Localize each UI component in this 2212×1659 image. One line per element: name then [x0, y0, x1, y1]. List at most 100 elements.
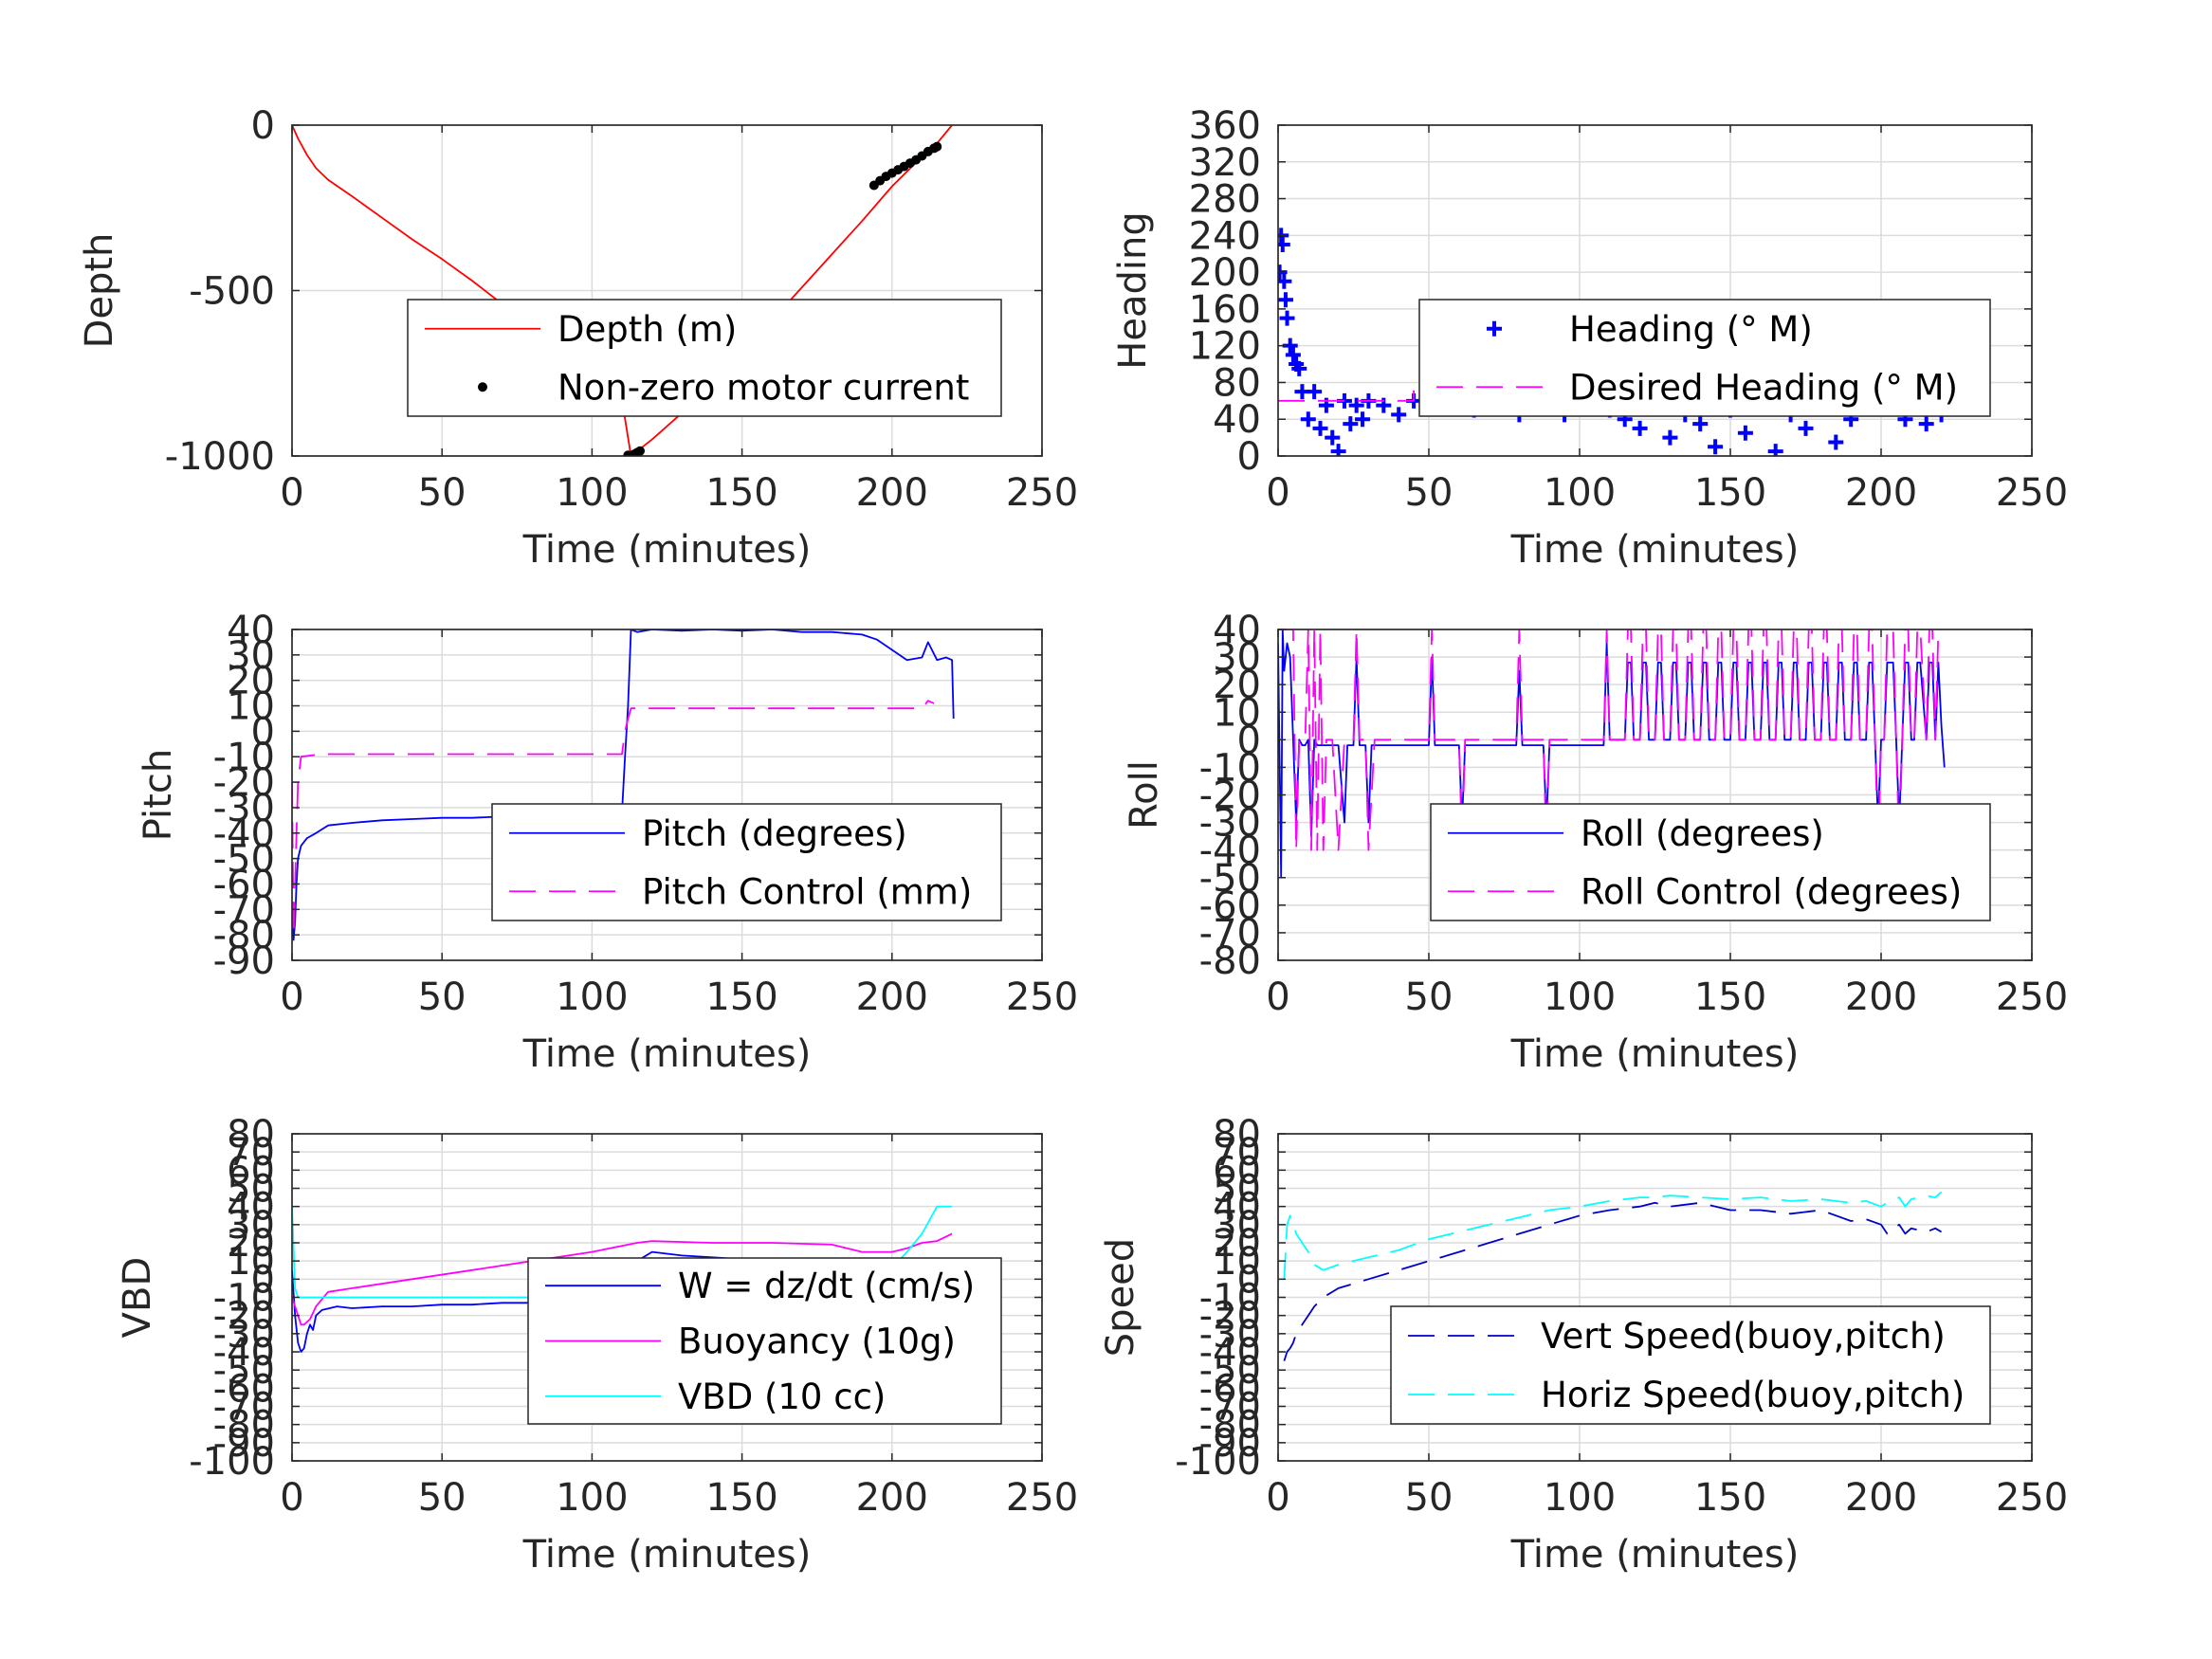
legend-label: Roll Control (degrees) — [1581, 871, 1962, 912]
y-tick-label: -70 — [1199, 912, 1261, 956]
y-tick-label: -10 — [1199, 1277, 1261, 1321]
y-tick-label: -80 — [213, 1404, 275, 1448]
data-point — [1325, 429, 1341, 446]
data-point — [1767, 444, 1783, 456]
x-tick-label: 150 — [1694, 471, 1766, 515]
y-tick-label: -100 — [1175, 1440, 1261, 1484]
legend: Roll (degrees) Roll Control (degrees) — [1430, 803, 1991, 921]
legend-label: VBD (10 cc) — [678, 1376, 886, 1417]
y-axis-label: Heading — [1111, 211, 1155, 369]
y-tick-label: 20 — [1213, 1222, 1261, 1266]
y-axis-label: VBD — [116, 1257, 159, 1339]
chart-vbd: 0 50 100 150 200 250-100-90-80-70-60-50-40-30… — [116, 1113, 1078, 1577]
y-tick-label: -30 — [1199, 1313, 1261, 1357]
legend-entry: Roll (degrees) — [1448, 813, 1824, 854]
x-axis-label: Time (minutes) — [522, 1533, 812, 1577]
series-line — [1283, 1191, 1943, 1280]
y-tick-label: -40 — [1199, 1331, 1261, 1375]
data-point — [1391, 407, 1407, 423]
y-tick-label: 20 — [227, 1222, 275, 1266]
x-axis: 0 50 100 150 200 250 — [1266, 125, 2068, 515]
legend: Depth (m) Non-zero motor current — [407, 299, 1002, 417]
y-tick-label: 10 — [227, 685, 275, 729]
y-tick-label: -50 — [1199, 1349, 1261, 1393]
y-tick-label: -70 — [213, 888, 275, 932]
x-axis: 0 50 100 150 200 250 — [280, 1134, 1078, 1520]
y-tick-label: -40 — [213, 1331, 275, 1375]
y-tick-label: 30 — [227, 1204, 275, 1248]
y-tick-label: 60 — [227, 1149, 275, 1193]
y-tick-label: -80 — [213, 914, 275, 957]
x-tick-label: 50 — [418, 471, 466, 515]
plot-frame — [291, 629, 1043, 961]
x-tick-label: 0 — [1266, 1476, 1289, 1520]
y-tick-label: 20 — [227, 660, 275, 703]
y-tick-label: -80 — [1199, 1404, 1261, 1448]
data-point — [1798, 420, 1814, 436]
legend-box — [491, 803, 1002, 921]
y-tick-label: -500 — [189, 270, 275, 314]
series-line — [292, 1232, 953, 1326]
series-speed-1 — [1283, 1191, 1943, 1280]
y-tick-label: 30 — [1213, 636, 1261, 680]
y-tick-label: 40 — [1213, 1186, 1261, 1230]
x-tick-label: 200 — [856, 975, 928, 1019]
y-tick-label: 40 — [1213, 609, 1261, 652]
legend-label: Non-zero motor current — [558, 367, 969, 408]
x-tick-label: 50 — [1405, 1476, 1453, 1520]
legend-entry: VBD (10 cc) — [545, 1376, 886, 1417]
y-tick-label: -40 — [213, 812, 275, 856]
series-group — [1278, 629, 1946, 879]
series-group — [1283, 1191, 1943, 1361]
x-axis: 0 50 100 150 200 250 — [280, 629, 1078, 1019]
y-tick-label: 10 — [227, 1240, 275, 1284]
x-axis-label: Time (minutes) — [1510, 1032, 1800, 1076]
x-tick-label: 100 — [556, 471, 628, 515]
chart-speed: 0 50 100 150 200 250-100-90-80-70-60-50-40-30… — [1099, 1113, 2068, 1577]
y-tick-label: 320 — [1189, 141, 1261, 185]
chart-depth: 0 50 100 150 200 250 -1000 -500 0 Time (minutes) D… — [78, 104, 1078, 572]
y-tick-label: 10 — [1213, 691, 1261, 735]
x-tick-label: 200 — [856, 1476, 928, 1520]
data-point — [1278, 237, 1290, 253]
y-tick-label: 60 — [1213, 1149, 1261, 1193]
y-tick-label: 40 — [227, 609, 275, 652]
legend-label: Vert Speed(buoy,pitch) — [1541, 1316, 1946, 1357]
x-tick-label: 250 — [1996, 1476, 2068, 1520]
legend-box — [1390, 1305, 1991, 1425]
y-tick-label: 360 — [1189, 104, 1261, 148]
x-tick-label: 100 — [556, 975, 628, 1019]
legend-entry: Roll Control (degrees) — [1448, 871, 1962, 912]
series-line — [292, 700, 935, 937]
data-point — [1278, 273, 1292, 289]
y-tick-label: 0 — [1237, 435, 1261, 479]
y-tick-label: 200 — [1189, 251, 1261, 295]
chart-pitch: 0 50 100 150 200 250-90-80-70-60-50-40-30-20-… — [137, 609, 1078, 1076]
x-tick-label: 50 — [418, 975, 466, 1019]
legend-entry: W = dz/dt (cm/s) — [545, 1266, 975, 1306]
legend-label: Horiz Speed(buoy,pitch) — [1541, 1375, 1965, 1415]
series-group — [292, 629, 955, 941]
y-tick-label: 80 — [227, 1113, 275, 1157]
y-axis-label: Pitch — [137, 749, 180, 841]
legend-entry: Desired Heading (° M) — [1436, 367, 1958, 408]
y-tick-label: 20 — [1213, 664, 1261, 707]
x-tick-label: 250 — [1996, 975, 2068, 1019]
y-tick-label: -10 — [213, 736, 275, 779]
x-tick-label: 250 — [1996, 471, 2068, 515]
x-tick-label: 50 — [418, 1476, 466, 1520]
legend-entry: Pitch Control (mm) — [509, 871, 972, 912]
y-tick-label: 70 — [1213, 1131, 1261, 1175]
chart-roll: 0 50 100 150 200 250-80-70-60-50-40-30-20-100… — [1123, 609, 2068, 1076]
x-tick-label: 250 — [1006, 1476, 1078, 1520]
y-tick-label: -70 — [213, 1386, 275, 1430]
y-tick-label: -30 — [213, 787, 275, 830]
data-point — [1285, 347, 1301, 363]
data-point — [1662, 429, 1678, 446]
x-tick-label: 150 — [705, 975, 777, 1019]
legend-box — [1430, 803, 1991, 921]
